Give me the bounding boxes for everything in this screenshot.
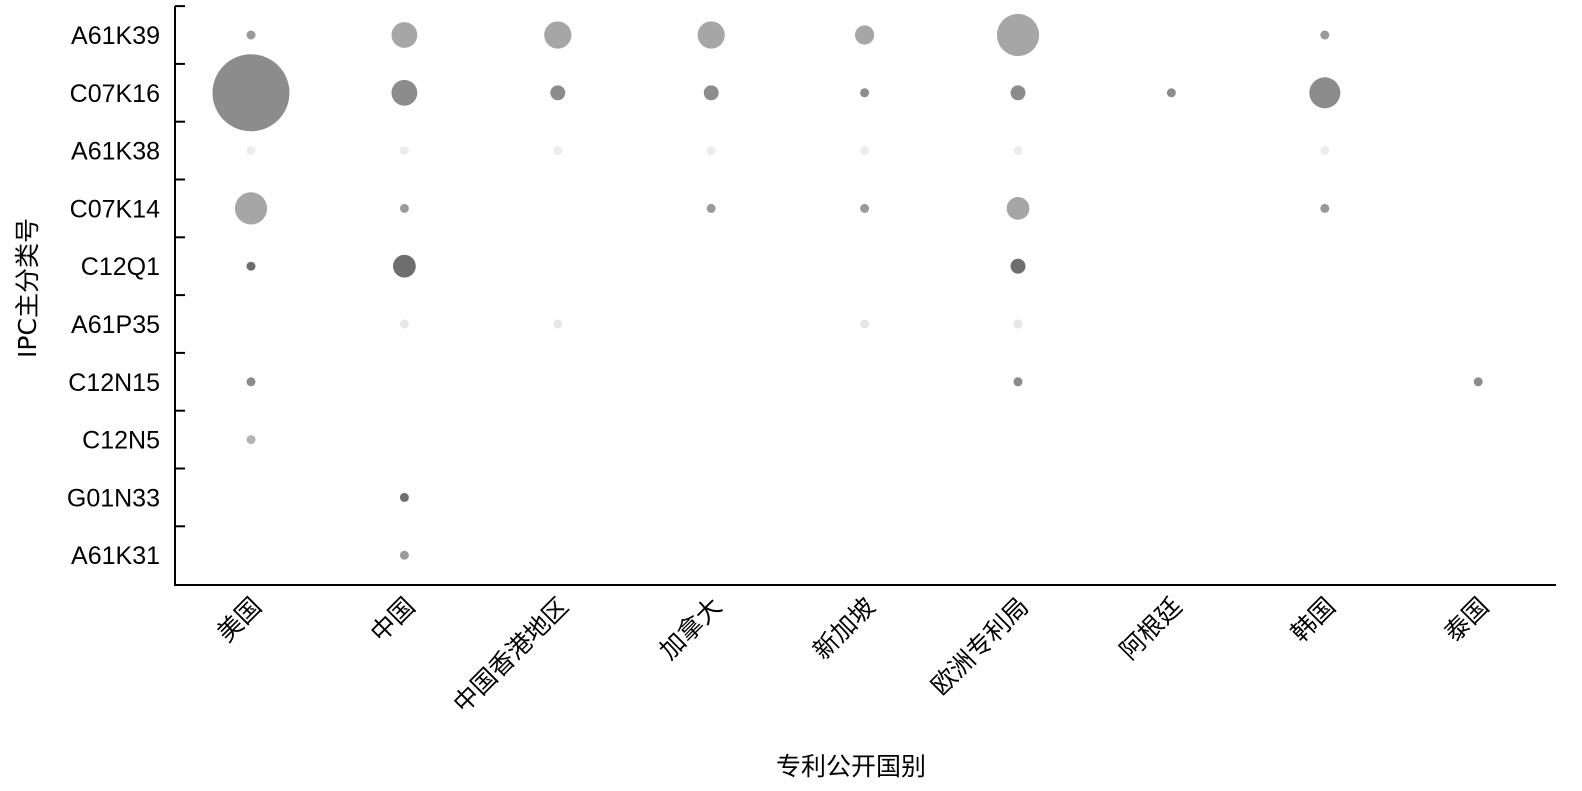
bubble-point: [393, 254, 416, 278]
bubble-point: [706, 203, 716, 213]
x-axis-title: 专利公开国别: [776, 752, 926, 781]
bubble-point: [246, 261, 256, 271]
bubble-point: [860, 319, 870, 329]
y-tick-label: C07K16: [70, 80, 160, 108]
bubble-point: [212, 54, 290, 132]
x-tick-label: 新加坡: [807, 592, 881, 666]
bubble-point: [391, 22, 418, 48]
bubble-point: [1320, 30, 1330, 40]
bubble-point: [1320, 203, 1330, 213]
bubble-point: [391, 79, 418, 106]
bubble-point: [860, 88, 870, 98]
bubble-point: [399, 146, 409, 156]
bubble-point: [553, 319, 563, 329]
bubble-point: [550, 85, 566, 101]
bubble-point: [1006, 197, 1030, 220]
y-tick-label: C07K14: [70, 195, 160, 223]
bubble-point: [1013, 146, 1023, 156]
y-tick-label: A61K39: [71, 22, 160, 50]
bubble-point: [399, 203, 409, 213]
bubble-point: [854, 25, 875, 45]
bubble-point: [399, 550, 409, 560]
y-axis-title: IPC主分类号: [13, 218, 42, 358]
bubble-point: [1166, 88, 1176, 98]
bubble-point: [860, 203, 870, 213]
x-tick-label: 欧洲专利局: [925, 592, 1034, 701]
bubble-point: [1010, 85, 1026, 101]
y-tick-label: A61K31: [71, 542, 160, 570]
bubble-point: [399, 492, 409, 502]
y-tick-label: C12Q1: [81, 253, 160, 281]
bubble-point: [1010, 258, 1026, 274]
x-tick-label: 韩国: [1285, 592, 1341, 648]
bubble-point: [860, 146, 870, 156]
bubble-point: [996, 13, 1040, 57]
bubble-point: [544, 21, 572, 49]
bubble-point: [703, 85, 719, 101]
y-tick-label: G01N33: [67, 484, 160, 512]
bubble-point: [697, 21, 725, 49]
y-tick-label: A61P35: [71, 311, 160, 339]
bubble-point: [1320, 146, 1330, 156]
y-axis: A61K39 C07K16 A61K38 C07K14 C12Q1 A61P35 C12N1…: [67, 5, 185, 585]
bubble-point: [1309, 77, 1341, 109]
x-tick-label: 泰国: [1439, 592, 1495, 648]
bubble-point: [246, 435, 256, 445]
bubble-point: [1013, 319, 1023, 329]
bubble-point: [399, 319, 409, 329]
y-tick-label: C12N15: [68, 369, 160, 397]
bubble-point: [1473, 377, 1483, 387]
bubble-point: [553, 146, 563, 156]
y-tick-label: C12N5: [82, 427, 160, 455]
x-tick-label: 美国: [211, 592, 267, 648]
x-tick-label: 中国香港地区: [447, 592, 574, 719]
x-tick-label: 中国: [365, 592, 421, 648]
bubble-point: [1013, 377, 1023, 387]
bubble-point: [234, 192, 268, 225]
bubble-point: [706, 146, 716, 156]
x-axis: 美国 中国 中国香港地区 加拿大 新加坡 欧洲专利局 阿根廷 韩国 泰国: [174, 584, 1556, 719]
y-tick-label: A61K38: [71, 138, 160, 166]
x-tick-label: 阿根廷: [1114, 592, 1188, 666]
bubble-point: [246, 30, 256, 40]
bubble-point: [246, 377, 256, 387]
bubbles: [212, 13, 1483, 560]
x-tick-label: 加拿大: [654, 592, 728, 666]
bubble-point: [246, 146, 256, 156]
